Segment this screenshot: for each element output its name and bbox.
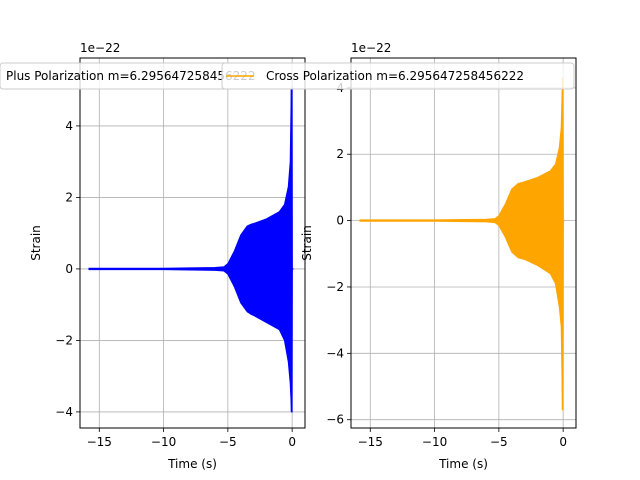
right-plot-area <box>359 77 565 411</box>
right-y-tick-label: 0 <box>336 214 344 228</box>
left-x-ticks: −15 −10 −5 0 <box>87 428 296 449</box>
left-legend: Plus Polarization m=6.295647258456222 <box>0 62 293 90</box>
right-x-ticks: −15 −10 −5 0 <box>358 428 567 449</box>
right-y-tick-label: −2 <box>326 280 344 294</box>
left-y-tick-label: −2 <box>55 333 73 347</box>
right-legend: Cross Polarization m=6.295647258456222 <box>221 62 575 90</box>
right-x-tick-label: −15 <box>358 435 383 449</box>
left-y-axis-label: Strain <box>29 225 43 261</box>
left-series-envelope <box>88 71 293 413</box>
right-y-tick-label: 2 <box>336 147 344 161</box>
right-x-tick-label: −10 <box>422 435 447 449</box>
right-legend-label: Cross Polarization m=6.295647258456222 <box>266 69 524 83</box>
left-x-axis-label: Time (s) <box>167 457 217 471</box>
left-x-tick-label: 0 <box>288 435 296 449</box>
right-axes-frame <box>350 57 577 429</box>
right-y-axis-label: Strain <box>300 225 314 261</box>
right-y-offset-label: 1e−22 <box>351 41 391 55</box>
left-x-tick-label: −15 <box>87 435 112 449</box>
left-x-tick-label: −10 <box>151 435 176 449</box>
left-x-tick-label: −5 <box>219 435 237 449</box>
left-y-tick-label: 0 <box>65 262 73 276</box>
left-y-ticks: −4 −2 0 2 4 <box>55 119 80 419</box>
left-subplot: −15 −10 −5 0 −4 −2 0 2 4 Time (s) Strain 1e−22 <box>29 41 306 471</box>
right-y-tick-label: −6 <box>326 413 344 427</box>
right-x-tick-label: −5 <box>490 435 508 449</box>
left-y-tick-label: −4 <box>55 405 73 419</box>
right-y-tick-label: −4 <box>326 346 344 360</box>
right-legend-box <box>221 62 575 90</box>
left-plot-area <box>88 71 294 413</box>
left-y-offset-label: 1e−22 <box>80 41 120 55</box>
left-y-tick-label: 2 <box>65 190 73 204</box>
right-series-envelope <box>359 77 564 411</box>
left-axes-frame <box>79 57 306 429</box>
right-x-axis-label: Time (s) <box>438 457 488 471</box>
right-x-tick-label: 0 <box>559 435 567 449</box>
left-y-tick-label: 4 <box>65 119 73 133</box>
left-legend-label: Plus Polarization m=6.295647258456222 <box>6 69 256 83</box>
